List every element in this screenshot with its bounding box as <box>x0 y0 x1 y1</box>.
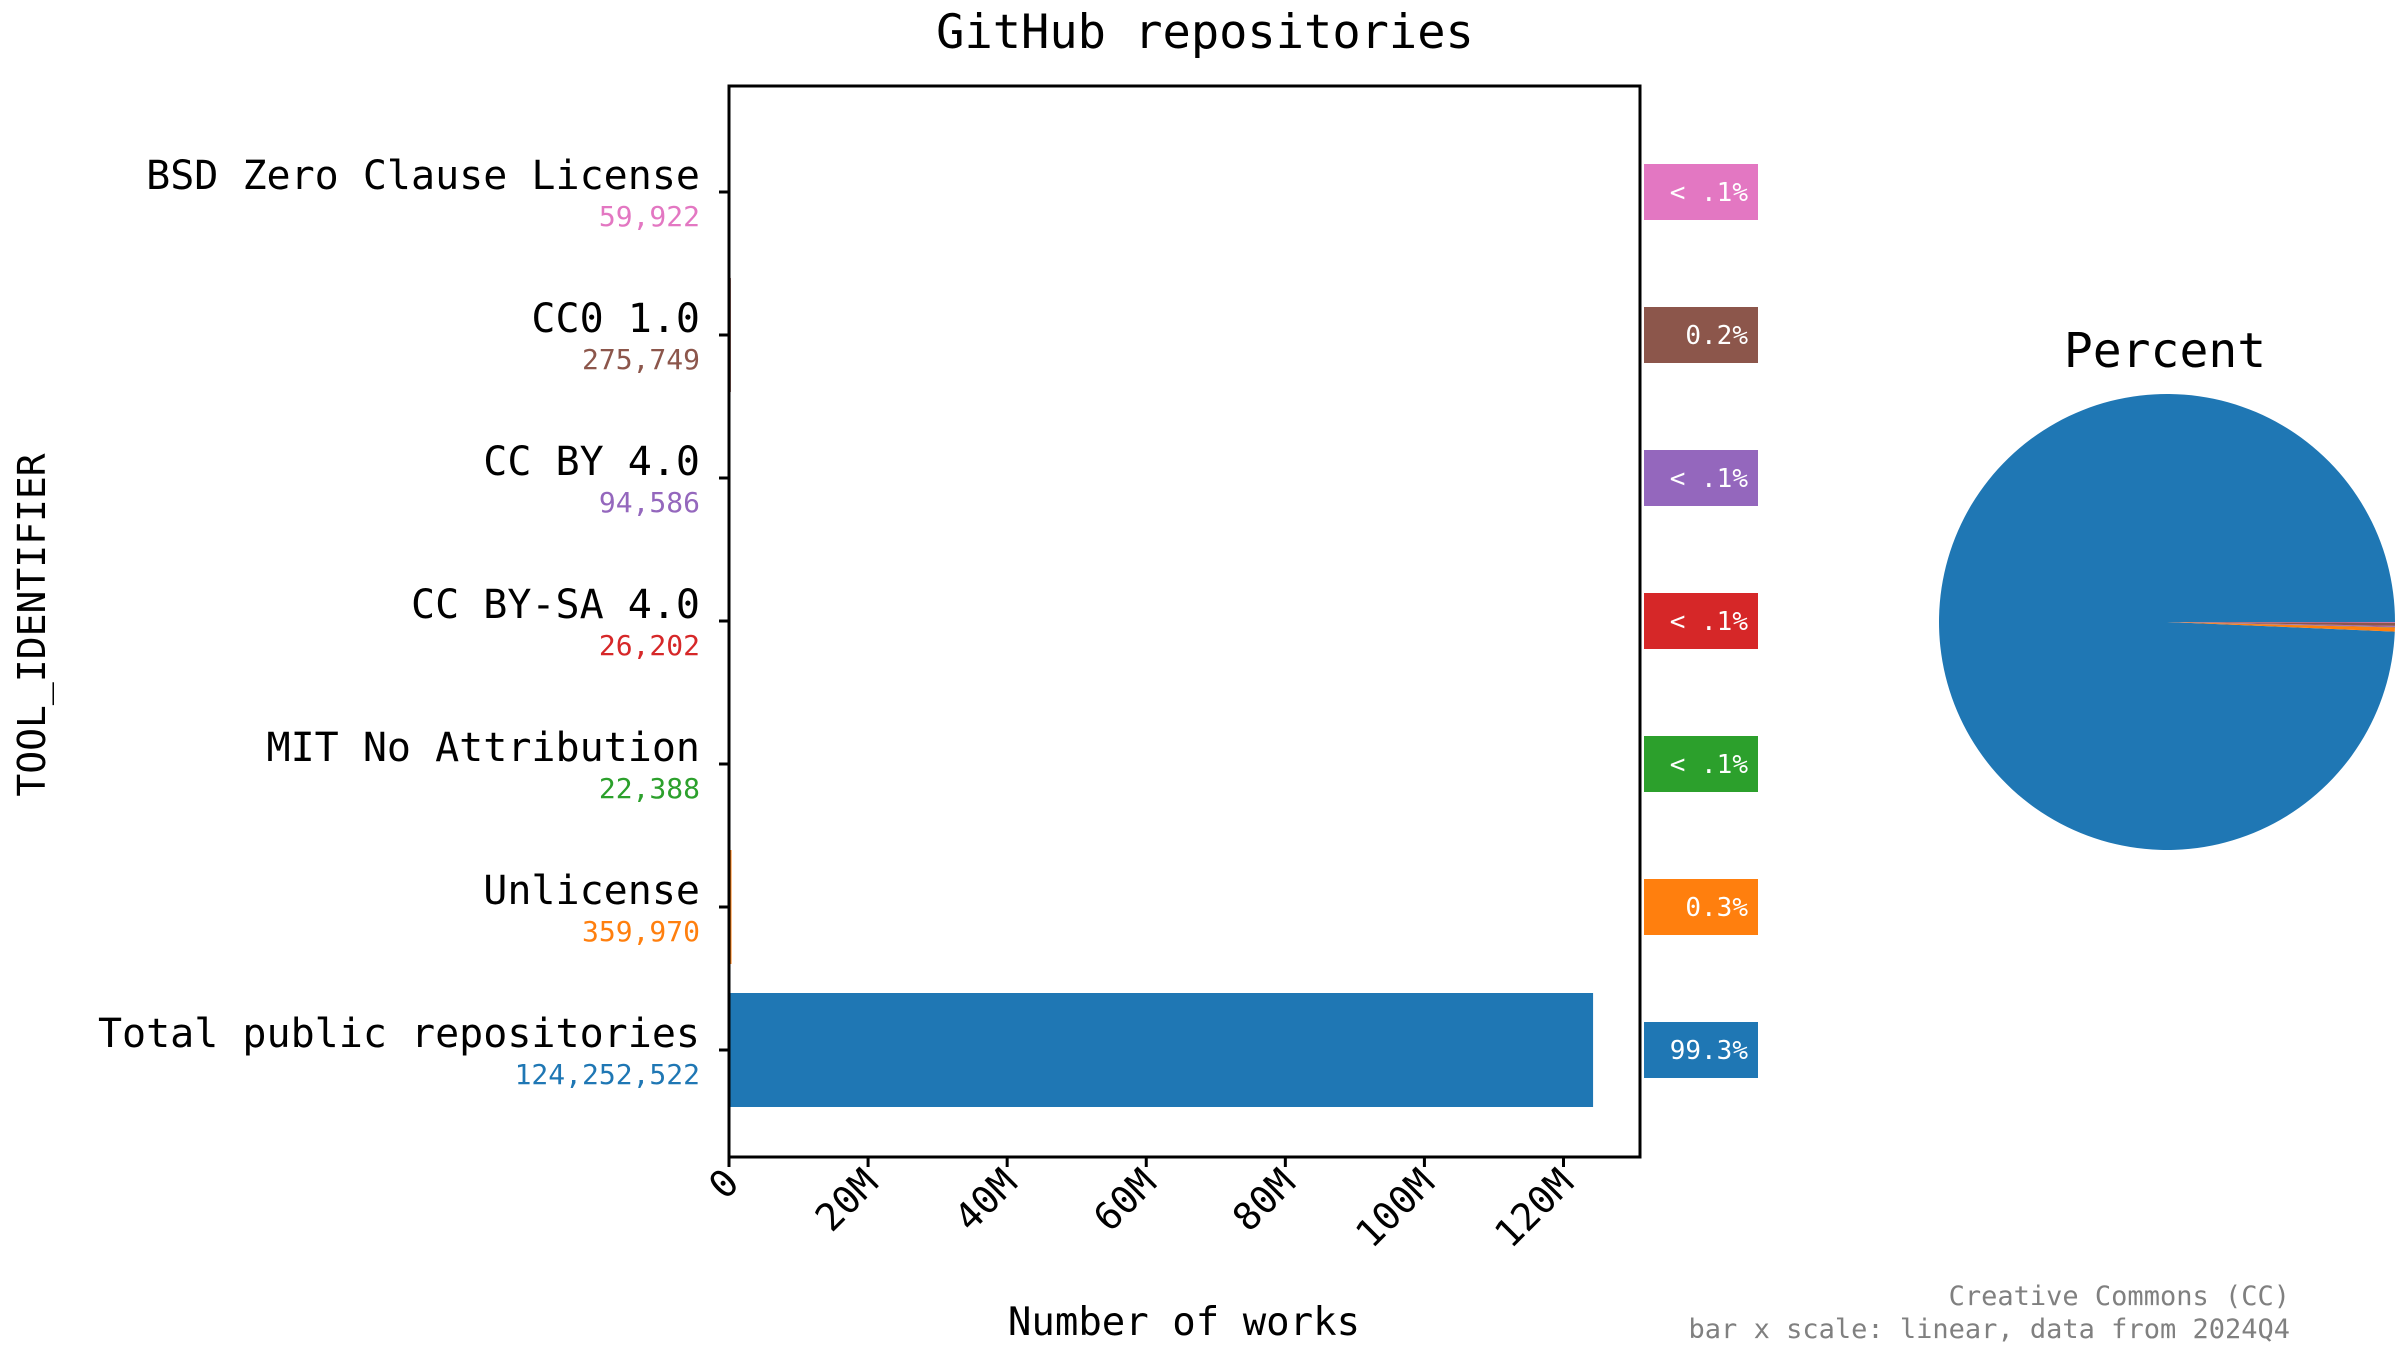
pie-slice-cc-by-sa-4-0 <box>2167 622 2395 628</box>
bars-group <box>729 135 1594 1107</box>
pie-slice-total-public-repositories <box>1939 393 2395 850</box>
value-label-cc-by-sa-4-0: 26,202 <box>599 629 700 662</box>
x-tick-label-4: 80M <box>1224 1160 1304 1240</box>
bar-total-public-repositories <box>729 993 1594 1107</box>
footer-line-1: Creative Commons (CC) <box>1949 1281 2290 1312</box>
percent-label-cc-by-sa-4-0: < .1% <box>1670 607 1749 637</box>
value-label-unlicense: 359,970 <box>582 915 700 948</box>
x-tick-label-1: 20M <box>807 1160 887 1240</box>
percent-box-unlicense <box>1644 879 1758 935</box>
value-label-cc-by-4-0: 94,586 <box>599 486 700 519</box>
x-tick-label-6: 120M <box>1486 1160 1582 1256</box>
y-tick-label-cc0-1-0: CC0 1.0 <box>531 296 700 342</box>
pie-slice-bsd-zero-clause-license <box>2167 622 2395 623</box>
y-tick-label-mit-no-attribution: MIT No Attribution <box>267 725 700 771</box>
pie-slice-cc0-1-0 <box>2167 622 2395 626</box>
value-label-total-public-repositories: 124,252,522 <box>515 1058 700 1091</box>
percent-label-cc0-1-0: 0.2% <box>1685 321 1748 351</box>
percent-label-mit-no-attribution: < .1% <box>1670 750 1749 780</box>
chart-title: GitHub repositories <box>936 5 1474 60</box>
footer-line-2: bar x scale: linear, data from 2024Q4 <box>1689 1314 2290 1345</box>
percent-box-cc0-1-0 <box>1644 307 1758 363</box>
pie-slice-cc-by-4-0 <box>2167 622 2395 627</box>
x-axis-label: Number of works <box>1008 1300 1360 1345</box>
percent-box-cc-by-sa-4-0 <box>1644 593 1758 649</box>
plot-frame <box>727 84 1642 1159</box>
percent-label-total-public-repositories: 99.3% <box>1670 1036 1749 1066</box>
pie-chart <box>1939 393 2395 850</box>
y-axis-label: TOOL_IDENTIFIER <box>10 453 55 796</box>
pie-slice-unlicense <box>2167 622 2395 632</box>
percent-box-mit-no-attribution <box>1644 736 1758 792</box>
x-tick-label-3: 60M <box>1085 1160 1165 1240</box>
x-tick-label-5: 100M <box>1347 1160 1443 1256</box>
y-tick-label-bsd-zero-clause-license: BSD Zero Clause License <box>146 153 700 199</box>
pie-title: Percent <box>2064 323 2266 379</box>
percent-labels-group: < .1% 0.2% < .1% < .1% < .1% 0.3% 99.3% <box>1644 164 1758 1078</box>
percent-label-unlicense: 0.3% <box>1685 893 1748 923</box>
x-ticks-group: 0 20M 40M 60M 80M 100M 120M <box>700 1157 1582 1256</box>
value-label-mit-no-attribution: 22,388 <box>599 772 700 805</box>
value-label-cc0-1-0: 275,749 <box>582 343 700 376</box>
percent-box-cc-by-4-0 <box>1644 450 1758 506</box>
y-tick-label-total-public-repositories: Total public repositories <box>98 1011 700 1057</box>
percent-box-total-public-repositories <box>1644 1022 1758 1078</box>
y-tick-label-unlicense: Unlicense <box>483 868 700 914</box>
y-tick-label-cc-by-4-0: CC BY 4.0 <box>483 439 700 485</box>
x-tick-label-0: 0 <box>700 1160 747 1207</box>
percent-label-bsd-zero-clause-license: < .1% <box>1670 178 1749 208</box>
percent-box-bsd-zero-clause-license <box>1644 164 1758 220</box>
value-label-bsd-zero-clause-license: 59,922 <box>599 200 700 233</box>
pie-slice-mit-no-attribution <box>2167 622 2395 628</box>
y-tick-label-cc-by-sa-4-0: CC BY-SA 4.0 <box>411 582 700 628</box>
x-tick-label-2: 40M <box>946 1160 1026 1240</box>
percent-label-cc-by-4-0: < .1% <box>1670 464 1749 494</box>
